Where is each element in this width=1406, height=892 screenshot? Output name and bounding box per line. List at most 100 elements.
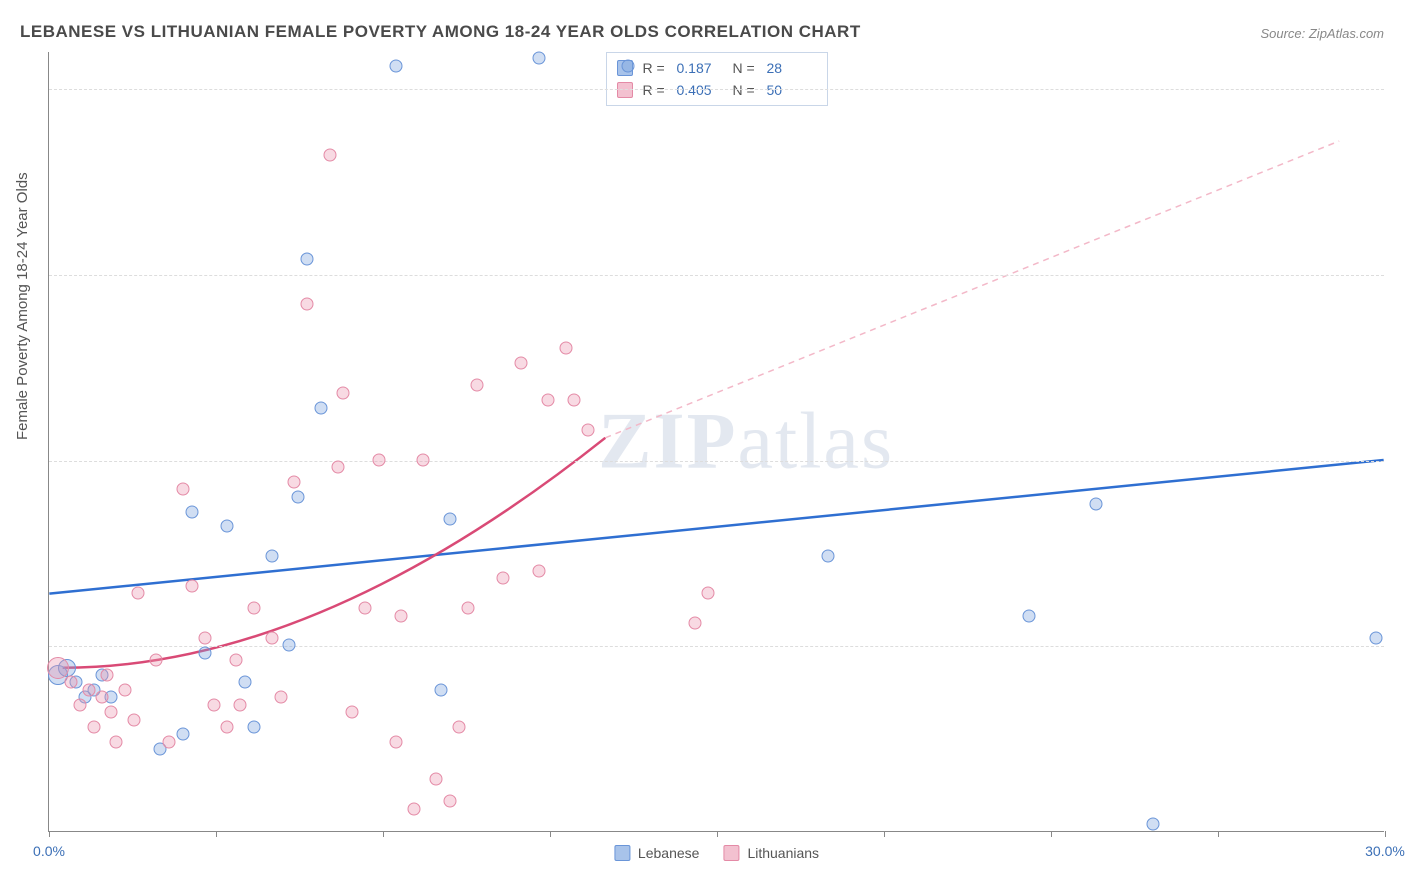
x-tick [550,831,551,837]
data-point [207,698,220,711]
legend-r-label: R = [643,60,671,76]
data-point [390,59,403,72]
watermark-rest: atlas [737,397,894,485]
chart-title: LEBANESE VS LITHUANIAN FEMALE POVERTY AM… [20,22,861,42]
data-point [461,602,474,615]
trend-line [605,141,1339,438]
data-point [430,773,443,786]
data-point [532,52,545,65]
data-point [497,572,510,585]
data-point [96,691,109,704]
data-point [65,676,78,689]
x-tick [49,831,50,837]
data-point [301,253,314,266]
data-point [515,357,528,370]
legend-swatch [723,845,739,861]
y-tick-label: 50.0% [1394,453,1406,469]
data-point [470,379,483,392]
legend-series-item: Lebanese [614,845,700,861]
data-point [559,342,572,355]
trend-lines-svg [49,52,1384,831]
chart-plot-area: ZIPatlas R =0.187N =28R =0.405N =50 Leba… [48,52,1384,832]
data-point [118,683,131,696]
data-point [568,394,581,407]
data-point [74,698,87,711]
data-point [265,631,278,644]
data-point [390,735,403,748]
x-tick [884,831,885,837]
gridline-h [49,461,1384,462]
data-point [100,669,113,682]
data-point [238,676,251,689]
x-tick [1385,831,1386,837]
data-point [314,401,327,414]
data-point [1022,609,1035,622]
data-point [443,795,456,808]
data-point [1147,817,1160,830]
data-point [47,657,69,679]
data-point [336,386,349,399]
data-point [688,617,701,630]
data-point [105,706,118,719]
x-tick [383,831,384,837]
data-point [127,713,140,726]
data-point [581,423,594,436]
data-point [221,721,234,734]
data-point [198,646,211,659]
data-point [287,475,300,488]
legend-stats: R =0.187N =28R =0.405N =50 [606,52,828,106]
gridline-h [49,646,1384,647]
data-point [234,698,247,711]
legend-n-label: N = [733,60,761,76]
data-point [452,721,465,734]
data-point [230,654,243,667]
data-point [323,149,336,162]
data-point [265,550,278,563]
gridline-h [49,275,1384,276]
data-point [345,706,358,719]
data-point [132,587,145,600]
data-point [274,691,287,704]
data-point [185,579,198,592]
legend-r-value: 0.187 [677,60,727,76]
data-point [332,461,345,474]
gridline-h [49,89,1384,90]
data-point [149,654,162,667]
data-point [417,453,430,466]
x-tick [216,831,217,837]
y-axis-label: Female Poverty Among 18-24 Year Olds [14,172,31,440]
data-point [532,565,545,578]
legend-stats-row: R = 0.187 N = 28 [617,57,817,79]
data-point [185,505,198,518]
data-point [1370,631,1383,644]
data-point [87,721,100,734]
data-point [702,587,715,600]
data-point [283,639,296,652]
legend-series-label: Lebanese [638,845,700,861]
data-point [372,453,385,466]
data-point [176,728,189,741]
source-credit: Source: ZipAtlas.com [1260,26,1384,41]
data-point [394,609,407,622]
legend-series-label: Lithuanians [747,845,819,861]
data-point [434,683,447,696]
legend-swatch [614,845,630,861]
x-tick-label: 0.0% [33,843,65,859]
data-point [292,490,305,503]
data-point [822,550,835,563]
y-tick-label: 100.0% [1394,81,1406,97]
data-point [198,631,211,644]
data-point [1089,498,1102,511]
x-tick [1218,831,1219,837]
data-point [221,520,234,533]
legend-n-value: 28 [767,60,817,76]
trend-line [49,460,1383,594]
data-point [359,602,372,615]
data-point [443,513,456,526]
y-tick-label: 25.0% [1394,638,1406,654]
data-point [83,683,96,696]
y-tick-label: 75.0% [1394,267,1406,283]
legend-series-item: Lithuanians [723,845,819,861]
data-point [247,721,260,734]
data-point [301,297,314,310]
